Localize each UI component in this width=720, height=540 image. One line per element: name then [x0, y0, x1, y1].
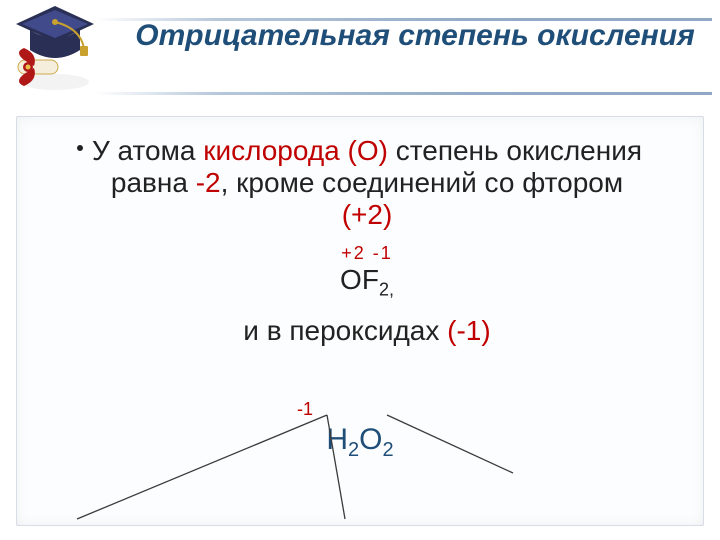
perox-val: (-1) — [447, 315, 491, 346]
formula-h2o2: Н2О2 — [17, 423, 703, 462]
text-mid2: , кроме соединений со фтором — [221, 167, 624, 198]
graduation-cap-icon — [10, 0, 100, 95]
slide-title: Отрицательная степень окисления — [120, 18, 710, 54]
content-panel: У атома кислорода (О) степень окисления … — [16, 116, 704, 526]
header: Отрицательная степень окисления — [0, 0, 720, 100]
h2o2-superscript: -1 — [297, 399, 313, 420]
of2-o: O — [340, 264, 362, 295]
text-prefix: У атома — [92, 135, 203, 166]
h2o2-h: Н — [326, 423, 348, 456]
formula-of2: OF2, — [87, 264, 647, 301]
slide: Отрицательная степень окисления У атома … — [0, 0, 720, 540]
text-neg2: -2 — [196, 167, 221, 198]
main-bullet: У атома кислорода (О) степень окисления … — [87, 135, 647, 347]
h2o2-sub1: 2 — [348, 439, 359, 461]
perox-text: и в пероксидах — [243, 315, 447, 346]
of2-sub: 2, — [379, 280, 394, 300]
text-plus2: (+2) — [342, 199, 393, 230]
h2o2-sub2: 2 — [383, 439, 394, 461]
h2o2-o: О — [359, 423, 382, 456]
peroxide-line: и в пероксидах (-1) — [87, 315, 647, 347]
of2-superscripts: +2 -1 — [87, 243, 647, 264]
of2-f: F — [362, 264, 379, 295]
text-oxygen: кислорода (О) — [203, 135, 388, 166]
header-rule-bottom — [95, 92, 712, 95]
bullet-icon — [77, 145, 83, 151]
